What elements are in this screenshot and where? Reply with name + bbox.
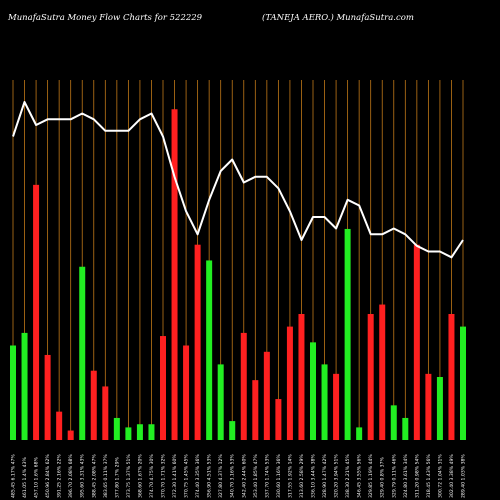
price-line [12,101,464,259]
x-tick-label: 338.30 2.21% 45% [345,454,351,498]
x-tick-label: 373.75 1.37% 51% [126,454,132,498]
money-flow-bar [425,373,432,440]
x-tick-label: 356.90 4.51% 53% [207,454,213,498]
money-flow-bars [10,109,466,440]
x-tick-label: 457.10 1.6% 68% [34,456,40,498]
x-tick-label: 396.70 2.08% 68% [68,454,74,498]
money-flow-bar [390,405,397,440]
money-flow-bar [148,424,155,440]
x-tick-label: 340.70 3.16% 53% [230,454,236,498]
money-flow-bar [321,364,328,440]
money-flow-bar [286,326,293,440]
money-flow-bar [21,332,28,440]
x-tick-label: 372.30 1.41% 60% [172,454,178,498]
money-flow-bar [356,427,363,440]
money-flow-bar [136,424,143,440]
x-tick-label: 329.40 0.8% 37% [380,456,386,498]
x-tick-label: 329.79 0.11% 46% [391,454,397,498]
x-tick-label: 388.45 2.08% 47% [91,454,97,498]
x-tick-label: 395.60 3.31% 43% [80,454,86,498]
money-flow-bar [252,380,259,440]
money-flow-bar [310,342,316,440]
money-flow-bar [194,244,201,440]
x-tick-label: 311.20 0.98% 54% [414,454,420,498]
x-tick-label: 300.72 1.04% 31% [437,454,443,498]
x-tick-label: 383.65 0.11% 37% [103,454,109,498]
money-flow-bar [217,364,224,440]
money-flow-bar [344,228,351,440]
money-flow-bar [240,332,247,440]
x-tick-label: 377.80 1.7% 29% [114,456,120,498]
x-tick-label: 330.60 1.16% 36% [276,454,282,498]
x-tick-label: 318.45 1.43% 56% [426,454,432,498]
money-flow-bar [33,184,40,440]
x-tick-label: 485.45 6.17% 47% [11,454,17,498]
money-flow-bar [379,304,386,440]
money-flow-bar [402,417,409,440]
money-flow-bar [125,427,132,440]
money-flow-bar [90,370,97,440]
x-tick-label: 370.75 1.45% 45% [184,454,190,498]
money-flow-bar [413,244,420,440]
money-flow-bar [436,377,443,440]
x-tick-label: 329.85 1.19% 44% [368,454,374,498]
x-tick-labels: 485.45 6.17% 47% 461.05 1.4% 43% 457.10 1.… [11,454,467,498]
money-flow-bar [448,314,455,440]
x-tick-label: 302.40 3.38% 49% [449,454,455,498]
money-flow-bar [56,411,63,440]
x-tick-label: 317.55 1.92% 14% [287,454,293,498]
money-flow-bar [275,399,282,440]
money-flow-bar [160,336,166,440]
money-flow-bar [171,109,178,440]
x-tick-label: 342.40 2.44% 60% [241,454,247,498]
money-flow-bar [79,266,86,440]
x-tick-label: 353.40 1.85% 47% [253,454,259,498]
x-tick-label: 374.70 4.75% 30% [149,454,155,498]
money-flow-bar [367,314,374,440]
money-flow-bar [460,326,466,440]
money-flow-bar [44,354,51,440]
money-flow-bar [263,351,270,440]
x-tick-label: 324.80 3.61% 34% [403,454,409,498]
money-flow-bar [229,421,236,440]
x-tick-label: 337.70 1.74% 53% [264,454,270,498]
x-tick-label: 328.90 1.47% 42% [322,454,328,498]
x-tick-label: 289.40 1.03% 38% [461,454,467,498]
x-tick-label: 327.80 4.37% 12% [218,454,224,498]
chart-title: MunafaSutra Money Flow Charts for 522229 [7,13,203,23]
x-tick-label: 320.20 3.94% 51% [334,454,340,498]
x-tick-label: 374.40 3.35% 36% [195,454,201,498]
x-tick-label: 450.96 2.84% 62% [45,454,51,498]
price-line-layer [12,101,464,259]
money-flow-bar [10,345,16,440]
x-tick-label: 313.60 2.58% 29% [299,454,305,498]
x-tick-label: 336.10 3.44% 38% [311,454,317,498]
money-flow-bar [298,314,305,440]
x-tick-label: 370.70 1.71% 32% [161,454,167,498]
x-tick-label: 461.05 1.4% 43% [22,456,28,498]
money-flow-bar [102,386,109,440]
x-tick-label: 391.25 2.16% 22% [57,454,63,498]
x-tick-label: 368.60 1.67% 20% [137,454,143,498]
money-flow-bar [67,430,74,440]
chart-subtitle: (TANEJA AERO.) MunafaSutra.com [262,12,414,23]
money-flow-bar [183,345,190,440]
money-flow-bar [206,260,213,440]
x-tick-label: 346.45 3.55% 56% [357,454,363,498]
money-flow-bar [113,417,120,440]
money-flow-bar [333,373,340,440]
